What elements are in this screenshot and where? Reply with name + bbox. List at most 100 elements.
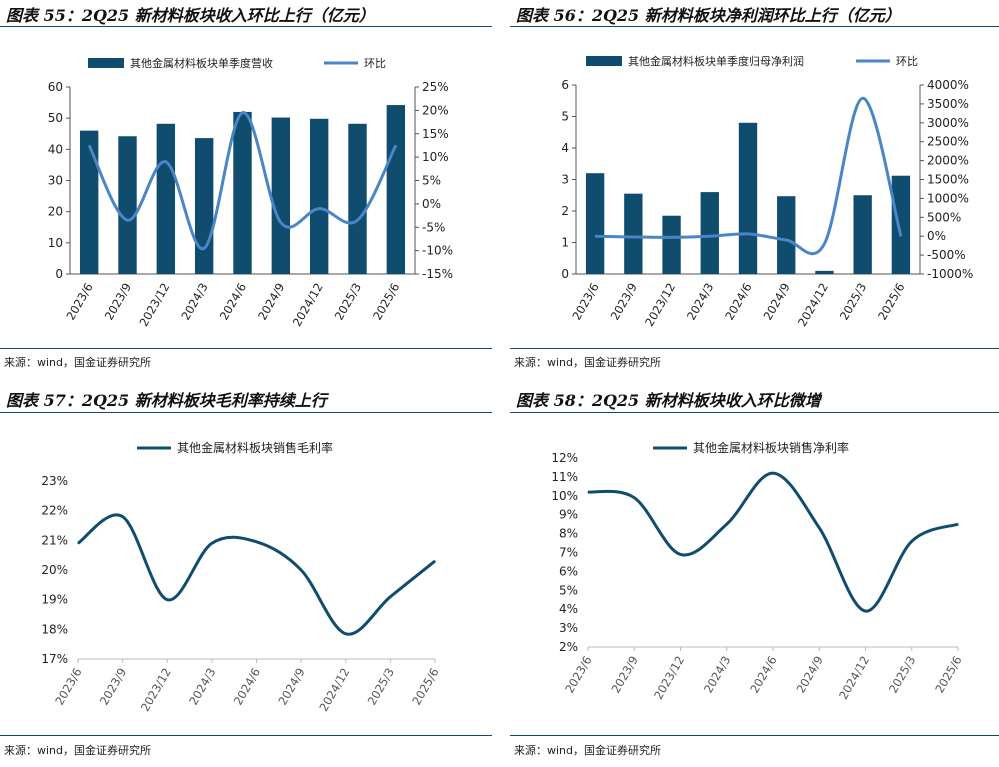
ratio-point: [785, 239, 787, 241]
y2-tick-label: -500%: [927, 248, 966, 262]
margin-point: [726, 523, 728, 525]
y-tick-label: 5: [561, 110, 569, 124]
x-tick-label: 2023/6: [63, 281, 95, 323]
bar: [777, 196, 796, 274]
y-tick-label: 5%: [559, 583, 578, 597]
legend-bar-swatch: [88, 58, 124, 68]
bar: [309, 118, 329, 274]
y-tick-label: 12%: [551, 451, 578, 465]
y-tick-label: 6%: [559, 564, 578, 578]
y2-tick-label: 2000%: [927, 154, 969, 168]
y-tick-label: 6: [561, 78, 569, 92]
margin-point: [633, 497, 635, 499]
ratio-point: [395, 144, 397, 147]
y-tick-label: 20: [48, 205, 63, 219]
ratio-point: [88, 144, 90, 147]
y-tick-label: 4: [561, 141, 569, 155]
x-tick-label: 2025/6: [875, 281, 907, 323]
ratio-point: [356, 219, 359, 221]
x-tick-label: 2023/12: [642, 281, 678, 329]
source-rule: [0, 735, 492, 736]
bar: [348, 123, 367, 274]
title-rule: [510, 26, 999, 27]
y2-tick-label: 0%: [927, 229, 946, 243]
x-tick-label: 2023/12: [136, 281, 172, 329]
margin-line: [587, 471, 959, 613]
y2-tick-label: 2500%: [927, 135, 969, 149]
legend-line-label: 其他金属材料板块销售毛利率: [177, 440, 333, 455]
source-note: 来源：wind，国金证券研究所: [514, 744, 662, 757]
x-tick-label: 2025/3: [365, 666, 397, 708]
x-tick-label: 2023/9: [608, 281, 640, 323]
legend-line-label: 环比: [896, 55, 918, 68]
source-rule: [0, 348, 492, 349]
y2-tick-label: 3500%: [927, 97, 969, 111]
x-tick-label: 2024/9: [275, 666, 307, 708]
x-tick-label: 2023/9: [608, 654, 640, 696]
y-tick-label: 7%: [559, 546, 578, 560]
x-tick-label: 2025/6: [409, 666, 441, 708]
y2-tick-label: -5%: [422, 220, 445, 234]
panel-net-profit: 图表 56：2Q25 新材料板块净利润环比上行（亿元） 其他金属材料板块单季度归…: [510, 0, 999, 383]
x-tick-label: 2023/12: [651, 654, 687, 702]
x-tick-label: 2024/9: [760, 281, 792, 323]
margin-point: [345, 633, 347, 635]
x-tick-label: 2024/6: [722, 281, 754, 323]
y-tick-label: 11%: [551, 470, 578, 484]
x-tick-label: 2025/6: [370, 281, 402, 323]
y-tick-label: 18%: [41, 622, 68, 636]
ratio-point: [862, 97, 864, 99]
ratio-point: [900, 235, 902, 237]
source-rule: [510, 348, 999, 349]
ratio-point: [318, 207, 320, 210]
y-tick-label: 3%: [559, 621, 578, 635]
x-tick-label: 2023/9: [102, 281, 134, 323]
x-tick-label: 2024/9: [255, 281, 287, 323]
y2-tick-label: 0%: [422, 197, 441, 211]
bar: [662, 215, 681, 274]
legend-bar-label: 其他金属材料板块单季度归母净利润: [628, 54, 804, 68]
y2-tick-label: -10%: [422, 244, 453, 258]
margin-point: [300, 569, 302, 571]
x-tick-label: 2024/3: [701, 654, 733, 696]
ratio-point: [709, 235, 711, 237]
bar: [738, 122, 758, 274]
x-tick-label: 2024/3: [186, 666, 218, 708]
margin-point: [818, 527, 820, 529]
bar: [700, 192, 719, 274]
y-tick-label: 1: [561, 236, 569, 250]
y-tick-label: 9%: [559, 508, 578, 522]
ratio-point: [747, 233, 749, 235]
y2-tick-label: 500%: [927, 210, 961, 224]
y2-tick-label: 4000%: [927, 78, 969, 92]
y-tick-label: 19%: [41, 593, 68, 607]
y-tick-label: 8%: [559, 527, 578, 541]
panel-title: 图表 57：2Q25 新材料板块毛利率持续上行: [6, 391, 327, 410]
bar: [156, 123, 176, 274]
y-tick-label: 3: [561, 173, 569, 187]
y-tick-label: 22%: [41, 504, 68, 518]
bar: [585, 173, 605, 274]
legend-bar-swatch: [586, 56, 622, 66]
bar: [815, 270, 834, 274]
y2-tick-label: -1000%: [927, 267, 973, 281]
margin-point: [77, 542, 79, 544]
ratio-point: [241, 112, 244, 114]
y-tick-label: 30: [48, 174, 63, 188]
y-tick-label: 50: [48, 111, 63, 125]
legend-line-label: 其他金属材料板块销售净利率: [693, 440, 849, 455]
ratio-point: [280, 221, 282, 224]
x-tick-label: 2023/9: [97, 666, 129, 708]
ratio-point: [126, 219, 129, 221]
margin-point: [122, 516, 124, 518]
ratio-point: [823, 243, 826, 245]
y2-tick-label: 1000%: [927, 191, 969, 205]
y-tick-label: 10: [48, 236, 63, 250]
legend-bar-label: 其他金属材料板块单季度营收: [130, 56, 273, 70]
bar: [233, 111, 252, 274]
ratio-line: [87, 111, 398, 250]
x-tick-label: 2025/3: [837, 281, 869, 323]
margin-point: [255, 541, 258, 543]
bar: [79, 130, 99, 274]
margin-point: [679, 553, 682, 555]
